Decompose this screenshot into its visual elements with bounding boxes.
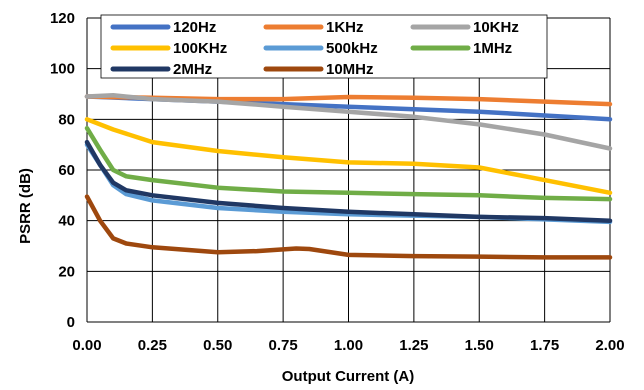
series-line-10mhz	[84, 194, 613, 260]
legend-label-2mhz: 2MHz	[173, 61, 212, 78]
series-lines	[84, 93, 613, 260]
legend-label-120hz: 120Hz	[173, 19, 216, 36]
y-tick-labels: 0 20 40 60 80 100 120	[50, 10, 75, 331]
legend: 120Hz 1KHz 10KHz 100KHz 500kHz 1MHz 2MHz 10MHz	[100, 14, 548, 79]
series-line-1mhz	[84, 125, 613, 202]
legend-label-1mhz: 1MHz	[473, 40, 512, 57]
x-tick-label: 2.00	[595, 337, 624, 354]
legend-label-500khz: 500kHz	[326, 40, 378, 57]
legend-label-10mhz: 10MHz	[326, 61, 374, 78]
x-tick-label: 0.75	[269, 337, 298, 354]
y-axis-title: PSRR (dB)	[17, 168, 34, 244]
legend-box	[100, 14, 548, 79]
y-tick-label: 20	[58, 263, 75, 280]
y-tick-label: 40	[58, 213, 75, 230]
x-tick-label: 1.00	[334, 337, 363, 354]
y-tick-label: 120	[50, 10, 75, 27]
legend-label-10khz: 10KHz	[473, 19, 519, 36]
x-axis-title: Output Current (A)	[282, 368, 414, 385]
x-tick-label: 0.00	[72, 337, 101, 354]
x-tick-label: 0.25	[138, 337, 167, 354]
legend-label-1khz: 1KHz	[326, 19, 364, 36]
x-tick-label: 1.75	[530, 337, 559, 354]
series-line-10khz	[84, 93, 613, 151]
series-line-2mhz	[84, 139, 613, 223]
y-tick-label: 100	[50, 61, 75, 78]
x-tick-labels: 0.00 0.25 0.50 0.75 1.00 1.25 1.50 1.75 2.00	[72, 337, 624, 354]
y-tick-label: 80	[58, 111, 75, 128]
legend-label-100khz: 100KHz	[173, 40, 227, 57]
x-tick-label: 1.25	[399, 337, 428, 354]
series-line-100khz	[84, 117, 613, 196]
y-tick-label: 60	[58, 162, 75, 179]
x-tick-label: 1.50	[465, 337, 494, 354]
x-tick-label: 0.50	[203, 337, 232, 354]
y-tick-label: 0	[67, 314, 75, 331]
